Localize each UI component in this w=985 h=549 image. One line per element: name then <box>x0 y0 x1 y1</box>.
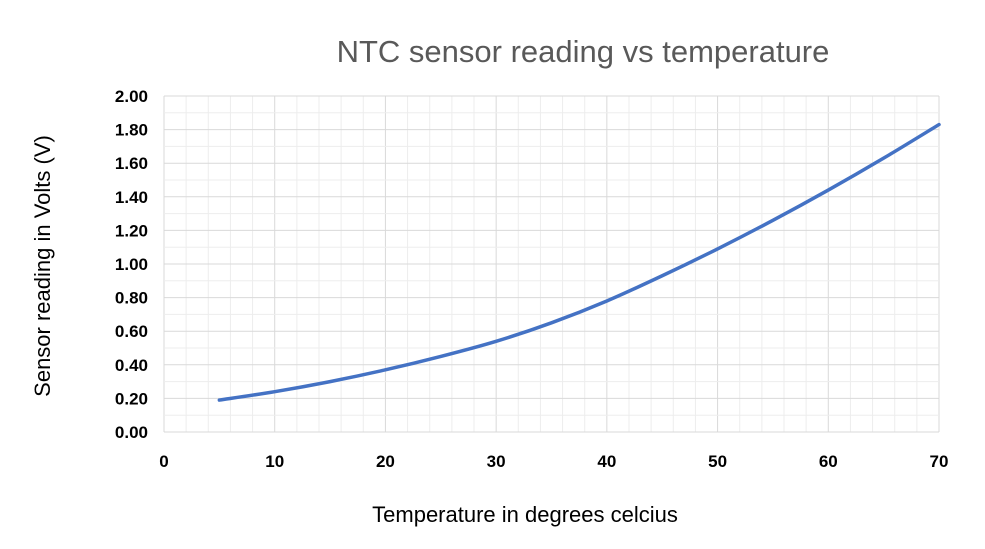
y-tick-label: 1.20 <box>115 221 148 240</box>
grid <box>163 95 940 433</box>
x-tick-label: 60 <box>819 452 838 471</box>
y-tick-label: 0.00 <box>115 423 148 442</box>
y-tick-label: 0.20 <box>115 389 148 408</box>
x-tick-label: 30 <box>487 452 506 471</box>
y-tick-labels: 0.00 0.20 0.40 0.60 0.80 1.00 1.20 1.40 1.60 1.80… <box>115 87 148 442</box>
x-tick-label: 40 <box>597 452 616 471</box>
y-tick-label: 1.00 <box>115 255 148 274</box>
series-line <box>217 122 941 402</box>
y-tick-label: 0.60 <box>115 322 148 341</box>
x-tick-label: 20 <box>376 452 395 471</box>
series-layer <box>217 122 941 402</box>
y-tick-label: 1.80 <box>115 121 148 140</box>
x-tick-labels: 0 10 20 30 40 50 60 70 <box>159 452 948 471</box>
x-axis-title: Temperature in degrees celcius <box>372 502 678 527</box>
y-tick-label: 1.40 <box>115 188 148 207</box>
x-tick-label: 10 <box>265 452 284 471</box>
y-axis-title: Sensor reading in Volts (V) <box>30 135 55 397</box>
y-tick-label: 0.40 <box>115 356 148 375</box>
y-tick-label: 2.00 <box>115 87 148 106</box>
y-tick-label: 1.60 <box>115 154 148 173</box>
y-tick-label: 0.80 <box>115 289 148 308</box>
x-tick-label: 0 <box>159 452 168 471</box>
x-tick-label: 50 <box>708 452 727 471</box>
chart-title: NTC sensor reading vs temperature <box>337 34 830 69</box>
x-tick-label: 70 <box>930 452 949 471</box>
